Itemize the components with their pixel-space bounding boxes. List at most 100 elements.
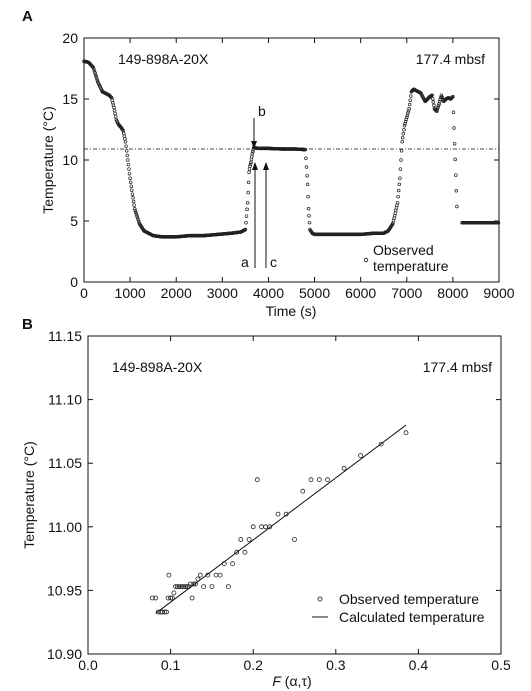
panel-a-data-point [403, 121, 407, 126]
panel-a-data-point [401, 132, 406, 136]
panel-a-mark-c: c [270, 254, 277, 270]
panel-b-x-tick-label: 0.2 [243, 657, 263, 673]
panel-a-x-tick-label: 3000 [207, 285, 238, 301]
panel-a-y-tick-label: 5 [70, 213, 78, 229]
panel-a-data-point [455, 204, 459, 209]
panel-a-data-point [405, 115, 409, 120]
panel-a-data-point [305, 182, 310, 187]
panel-b-data-point [325, 477, 330, 483]
panel-a-data-point [245, 200, 250, 205]
panel-a-plot-frame [83, 37, 500, 283]
panel-a-data-point [496, 221, 501, 225]
panel-a-data-point [131, 196, 135, 200]
panel-a-data-point [439, 93, 444, 98]
panel-a-data-point [246, 180, 251, 185]
panel-a-data-point [435, 107, 440, 112]
panel-b-data-point [292, 537, 297, 542]
panel-a-data-point [129, 184, 134, 188]
panel-a-legend-line1: Observed [373, 242, 434, 258]
panel-a-data-point [112, 108, 117, 113]
panel-b-data-point [162, 609, 168, 615]
panel-a-legend-marker [363, 257, 369, 263]
panel-b-data-point [195, 576, 201, 582]
panel-a-data-point [113, 114, 118, 119]
panel-a-data-point [408, 98, 412, 102]
panel-b-data-point [341, 465, 347, 471]
panel-a-data-point [131, 199, 136, 204]
panel-a-data-point [249, 160, 253, 165]
panel-a-data-point [125, 153, 129, 158]
panel-a-data-point [451, 110, 456, 115]
panel-a-label: A [22, 8, 33, 25]
panel-a-data-point [137, 219, 141, 224]
panel-a-data-point [403, 119, 408, 124]
panel-a-y-tick-label: 20 [62, 30, 78, 46]
panel-a-data-point [406, 109, 411, 113]
panel-b-data-point [169, 595, 175, 601]
panel-a-arrow-a [252, 162, 258, 268]
panel-a-data-point [109, 95, 113, 99]
panel-b-data-point [246, 537, 252, 542]
panel-a-data-point [304, 156, 308, 161]
panel-a-data-point [430, 93, 434, 98]
panel-b-data-point [166, 572, 172, 578]
panel-b-chart: B 0.0 0.1 0.2 0.3 0.4 0.5 10.90 10.95 11.00 11.05… [21, 316, 511, 689]
panel-b-data-point [205, 572, 211, 578]
panel-a-data-point [432, 103, 436, 108]
panel-a-data-point [127, 167, 131, 171]
panel-a-data-point [126, 158, 130, 162]
panel-a-data-point [307, 213, 311, 218]
panel-a-x-tick-label: 9000 [483, 285, 514, 301]
panel-b-data-point [171, 590, 177, 596]
panel-a-data-point [132, 203, 136, 207]
panel-a-data-point [113, 111, 117, 116]
panel-b-data-point [176, 584, 182, 589]
panel-b-data-point [197, 572, 203, 578]
panel-a-data-point [402, 124, 407, 128]
panel-a-data-point [400, 135, 405, 140]
panel-a-data-point [436, 103, 441, 108]
panel-a-x-tick-label: 6000 [345, 285, 376, 301]
panel-b-x-tick-label: 0.5 [491, 657, 511, 673]
panel-b-data-point [358, 453, 364, 459]
panel-b-data-point [230, 561, 235, 567]
panel-b-y-tick-label: 10.95 [47, 582, 82, 598]
panel-a-data-point [245, 207, 249, 212]
panel-a-data-point [454, 189, 459, 193]
panel-a-data-point [247, 170, 251, 174]
panel-b-plot-frame [87, 335, 502, 655]
panel-a-data-point [407, 107, 411, 111]
panel-a-data-point [452, 126, 456, 130]
panel-b-x-tick-label: 0.1 [161, 657, 181, 673]
panel-b-data-point [308, 477, 314, 483]
panel-b-depth: 177.4 mbsf [423, 359, 492, 375]
panel-a-y-tick-label: 10 [62, 152, 78, 168]
panel-a-data-point [134, 210, 138, 215]
panel-a-x-tick-label: 1000 [115, 285, 146, 301]
panel-b-data-point [403, 430, 409, 436]
panel-a-data-point [130, 192, 135, 196]
panel-a-x-tick-label: 5000 [299, 285, 330, 301]
panel-a-data-point [248, 164, 252, 168]
panel-a-data-point [112, 105, 116, 110]
panel-a-data-point [122, 134, 127, 138]
panel-a-data-point [307, 220, 312, 225]
panel-a-data-point [450, 95, 455, 99]
panel-b-data-point [181, 584, 187, 589]
panel-a-data-point [248, 162, 253, 167]
panel-b-data-point [250, 524, 256, 530]
panel-a-y-axis-label: Temperature (°C) [40, 106, 56, 214]
panel-a-data-point [244, 214, 249, 218]
panel-b-legend-observed-marker [317, 596, 323, 602]
panel-a-data-point [128, 176, 132, 181]
panel-a-data-point [409, 94, 413, 98]
panel-a-ticks: 0 1000 2000 3000 4000 5000 6000 7000 8000 9000 0 5 1… [62, 30, 514, 301]
panel-a-data-point [251, 150, 255, 154]
panel-b-x-tick-label: 0.3 [326, 657, 346, 673]
panel-b-data-point [267, 524, 273, 530]
panel-a-data-point [244, 221, 248, 225]
panel-a-data-point [452, 141, 457, 146]
panel-a-data-point [92, 69, 97, 73]
panel-b-data-point [184, 584, 190, 589]
